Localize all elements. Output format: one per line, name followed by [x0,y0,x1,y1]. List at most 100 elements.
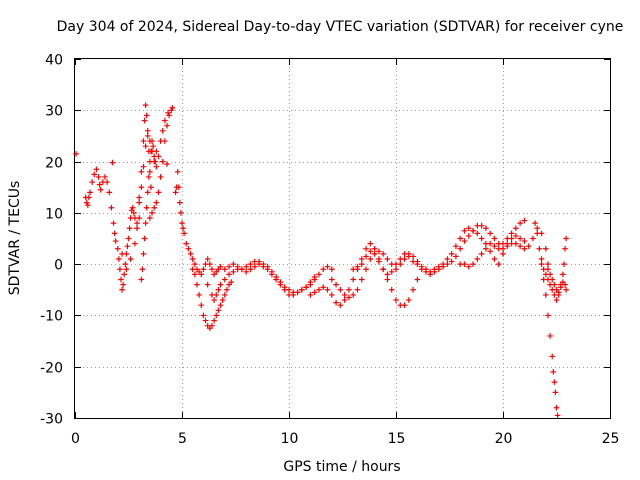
data-point [144,189,151,196]
data-point [358,261,365,267]
y-tick-label: 30 [45,104,63,120]
data-point [144,133,151,139]
data-point [478,251,485,257]
data-point [491,243,498,249]
data-point [215,286,222,293]
data-point [108,204,115,211]
data-point [111,230,118,237]
data-point [228,279,235,285]
data-point [196,292,202,298]
data-point [96,181,103,188]
data-point [525,243,532,249]
data-point [423,269,429,275]
data-point [222,292,228,298]
data-point [164,122,170,129]
data-point [83,199,90,206]
y-tick-label: 10 [45,207,63,223]
data-point [316,286,322,293]
data-point [376,258,382,265]
data-point [406,297,412,303]
data-point [346,286,352,293]
data-point [371,251,378,257]
data-point [217,263,224,270]
data-point [563,235,569,242]
data-point [243,263,249,270]
data-point [148,184,154,191]
data-point [222,276,228,283]
data-point [474,230,481,237]
data-point [120,281,126,288]
data-point [393,297,399,303]
data-point [563,286,569,293]
data-point [324,263,331,270]
data-point [401,256,408,262]
data-point [500,245,506,252]
data-point [513,240,519,247]
data-point [181,230,187,237]
data-point [194,281,200,288]
data-point [150,143,156,149]
data-point [465,263,472,270]
data-point [483,225,489,232]
data-point [410,286,416,293]
data-point [491,256,498,262]
data-point [169,104,176,111]
data-point [427,271,434,278]
data-point [215,307,222,314]
data-point [320,266,327,273]
data-point [200,266,207,273]
data-point [311,289,318,296]
data-point [465,233,472,239]
data-point [384,276,391,283]
data-point [260,263,267,270]
data-point [209,266,215,273]
data-point [521,238,528,244]
data-point [329,276,335,283]
data-point [222,266,228,273]
data-point [478,235,485,242]
tick-labels: 0 5 10 15 20 25 -30 -20 -10 0 10 20 30 40 [40,53,619,448]
y-tick-label: -10 [40,309,63,325]
data-point [162,117,168,124]
data-point [555,289,562,296]
data-point [513,233,519,239]
data-point [410,253,416,260]
data-point [363,245,369,252]
data-point [530,235,536,242]
data-point [504,243,511,249]
data-point [110,220,117,226]
data-point [299,286,305,293]
data-point [316,271,322,278]
data-point [174,169,181,175]
data-point [380,251,386,257]
data-point [376,248,382,255]
data-point [551,281,558,288]
data-point [207,261,213,267]
data-point [204,256,211,262]
data-point [144,128,151,134]
data-point [358,276,365,283]
data-point [547,333,553,339]
data-point [543,245,549,252]
data-point [187,251,194,257]
data-point [311,274,318,280]
data-point [243,269,249,275]
data-point [178,210,184,216]
data-point [521,245,528,252]
data-point [93,166,100,173]
y-tick-label: 20 [45,156,63,172]
data-point [337,302,344,308]
data-point [213,312,220,319]
data-point [142,102,149,108]
data-point [95,174,102,180]
data-point [138,276,145,283]
data-point [538,261,545,267]
data-point [153,199,160,206]
data-point [388,286,395,293]
data-point [239,266,245,273]
data-point [461,228,468,234]
data-point [534,230,541,237]
data-point [513,225,519,232]
data-point [341,292,348,298]
data-point [198,271,205,278]
